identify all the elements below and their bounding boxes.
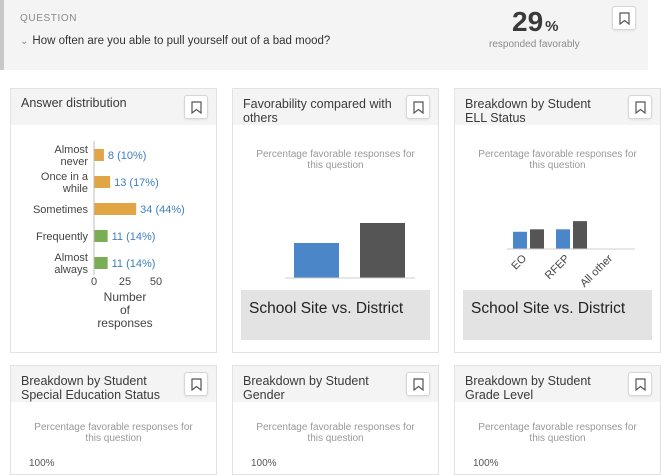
answer-distribution-card: Answer distribution Almost never 8 (10%) On… bbox=[10, 88, 217, 353]
bar bbox=[513, 231, 527, 249]
card-subtitle: Percentage favorable responses for this q… bbox=[455, 422, 660, 444]
card-header bbox=[11, 366, 216, 402]
bar bbox=[556, 229, 570, 249]
bar bbox=[294, 243, 339, 278]
answer-distribution-chart: Almost never 8 (10%) Once in a while 13 (17%)… bbox=[33, 141, 185, 330]
y-tick-label: 100% bbox=[473, 458, 499, 469]
card-subtitle: Percentage favorable responses for this q… bbox=[233, 149, 438, 171]
bookmark-button[interactable] bbox=[406, 95, 430, 119]
favorability-chart bbox=[285, 223, 415, 279]
category-label: RFEP bbox=[543, 253, 572, 282]
x-axis-label: responses bbox=[97, 316, 152, 330]
card-subtitle: Percentage favorable responses for this q… bbox=[11, 422, 216, 444]
card-subtitle: Percentage favorable responses for this q… bbox=[233, 422, 438, 444]
y-tick-label: 100% bbox=[251, 458, 277, 469]
bookmark-icon bbox=[191, 378, 202, 391]
category-label: Almost always bbox=[54, 252, 88, 276]
question-label: QUESTION bbox=[20, 13, 78, 24]
bookmark-icon bbox=[413, 101, 424, 114]
card-header bbox=[455, 366, 660, 402]
card-subtitle: Percentage favorable responses for this q… bbox=[455, 149, 660, 171]
x-tick-label: 50 bbox=[150, 276, 162, 288]
card-header bbox=[455, 89, 660, 125]
data-label: 13 (17%) bbox=[114, 177, 159, 189]
bookmark-button[interactable] bbox=[628, 372, 652, 396]
card-title: Favorability compared with others bbox=[243, 97, 392, 125]
x-tick-label: 25 bbox=[119, 276, 131, 288]
category-label: Sometimes bbox=[33, 204, 89, 216]
question-text: How often are you able to pull yourself … bbox=[32, 35, 331, 47]
subtitle-line: this question bbox=[529, 433, 586, 444]
bookmark-button[interactable] bbox=[184, 372, 208, 396]
card-header bbox=[11, 89, 216, 125]
card-title: Answer distribution bbox=[21, 96, 127, 110]
y-tick-label: 100% bbox=[29, 458, 55, 469]
bookmark-icon bbox=[619, 12, 630, 25]
subtitle-line: Percentage favorable responses for bbox=[256, 149, 415, 160]
data-label: 34 (44%) bbox=[140, 204, 185, 216]
favorable-percent: 29% bbox=[512, 6, 559, 38]
bookmark-button[interactable] bbox=[628, 95, 652, 119]
question-header: QUESTION ⌄ How often are you able to pull… bbox=[0, 0, 648, 70]
question-bookmark-button[interactable] bbox=[612, 6, 636, 30]
percent-value: 29 bbox=[512, 6, 544, 37]
bookmark-button[interactable] bbox=[184, 95, 208, 119]
subtitle-line: this question bbox=[307, 433, 364, 444]
subtitle-line: this question bbox=[307, 160, 364, 171]
bookmark-button[interactable] bbox=[406, 372, 430, 396]
comparison-label: School Site vs. District bbox=[249, 300, 404, 317]
bar bbox=[530, 229, 544, 249]
bar bbox=[94, 149, 104, 161]
category-label: All other bbox=[578, 252, 615, 289]
data-label: 11 (14%) bbox=[112, 231, 156, 243]
category-label: Almost never bbox=[54, 144, 88, 168]
subtitle-line: this question bbox=[85, 433, 142, 444]
data-label: 8 (10%) bbox=[108, 150, 147, 162]
special-education-card: Breakdown by Student Special Education S… bbox=[10, 365, 217, 475]
bar bbox=[94, 230, 108, 242]
bar bbox=[94, 257, 108, 269]
category-label: Once in a while bbox=[41, 171, 89, 195]
subtitle-line: Percentage favorable responses for bbox=[34, 422, 193, 433]
grade-level-card: Breakdown by Student Grade Level Percent… bbox=[454, 365, 661, 475]
percent-sign: % bbox=[545, 18, 559, 35]
question-text-row[interactable]: ⌄ How often are you able to pull yourself… bbox=[20, 33, 340, 50]
card-header bbox=[233, 366, 438, 402]
chevron-down-icon[interactable]: ⌄ bbox=[20, 36, 29, 47]
responded-favorably-label: responded favorably bbox=[489, 39, 580, 50]
bookmark-icon bbox=[635, 378, 646, 391]
card-title: Breakdown by Student ELL Status bbox=[465, 97, 591, 125]
subtitle-line: Percentage favorable responses for bbox=[256, 422, 415, 433]
category-label: Frequently bbox=[36, 231, 88, 243]
card-header bbox=[233, 89, 438, 125]
data-label: 11 (14%) bbox=[112, 258, 156, 270]
card-title: Breakdown by Student Special Education S… bbox=[21, 374, 160, 402]
card-title: Breakdown by Student Gender bbox=[243, 374, 369, 402]
bookmark-icon bbox=[635, 101, 646, 114]
x-tick-label: 0 bbox=[91, 276, 97, 288]
bar bbox=[94, 203, 137, 215]
ell-chart: EO RFEP All other bbox=[507, 221, 635, 290]
x-axis-label: Number bbox=[104, 290, 147, 304]
comparison-label-box: School Site vs. District bbox=[241, 290, 430, 340]
bookmark-icon bbox=[413, 378, 424, 391]
bar bbox=[94, 176, 111, 188]
favorability-card: Favorability compared with others Percen… bbox=[232, 88, 439, 353]
subtitle-line: this question bbox=[529, 160, 586, 171]
bookmark-icon bbox=[191, 101, 202, 114]
bar bbox=[573, 221, 587, 249]
subtitle-line: Percentage favorable responses for bbox=[478, 149, 637, 160]
comparison-label: School Site vs. District bbox=[471, 300, 626, 317]
comparison-label-box: School Site vs. District bbox=[463, 290, 652, 340]
category-label: EO bbox=[509, 252, 529, 272]
x-axis-label: of bbox=[120, 303, 131, 317]
card-title: Breakdown by Student Grade Level bbox=[465, 374, 591, 402]
subtitle-line: Percentage favorable responses for bbox=[478, 422, 637, 433]
bar bbox=[360, 223, 405, 278]
ell-status-card: Breakdown by Student ELL Status Percenta… bbox=[454, 88, 661, 353]
gender-card: Breakdown by Student Gender Percentage f… bbox=[232, 365, 439, 475]
